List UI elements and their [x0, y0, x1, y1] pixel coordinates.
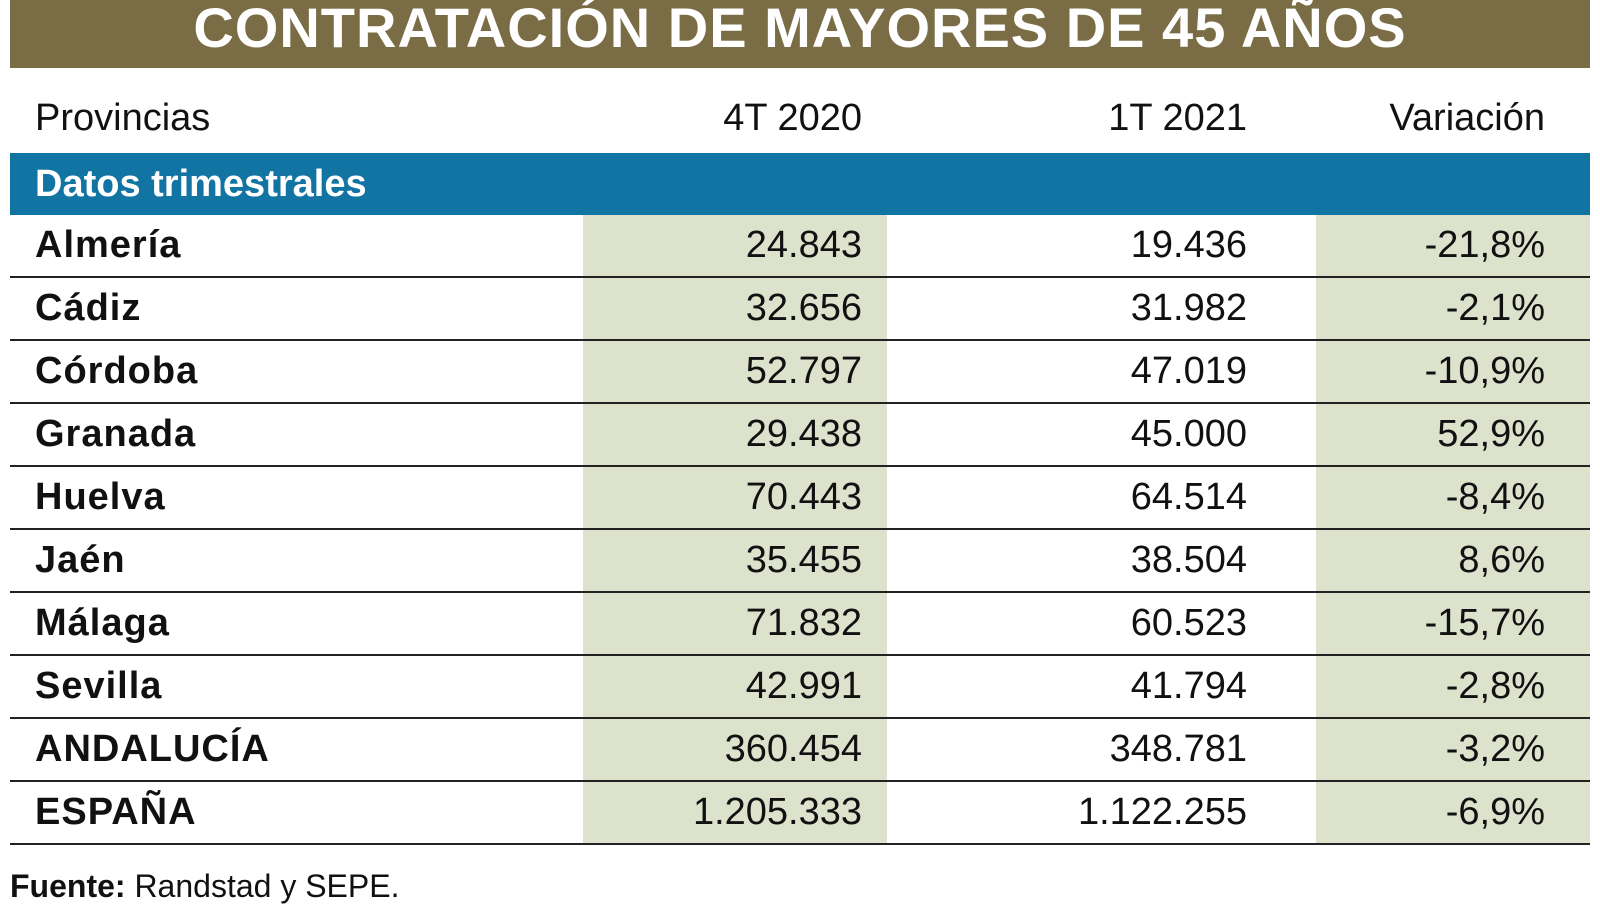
cell-value-1t-2021: 41.794	[1130, 665, 1247, 707]
cell-province: Málaga	[35, 602, 170, 644]
cell-province: Almería	[35, 224, 182, 266]
cell-value-4t-2020: 1.205.333	[692, 791, 862, 833]
cell-value-1t-2021: 1.122.255	[1077, 791, 1247, 833]
source-note: Fuente: Randstad y SEPE.	[10, 868, 399, 905]
cell-province: Córdoba	[35, 350, 199, 392]
table-row: ANDALUCÍA 360.454 348.781 -3,2%	[10, 719, 1590, 782]
source-text: Randstad y SEPE.	[125, 868, 400, 904]
cell-value-1t-2021: 47.019	[1130, 350, 1247, 392]
page-title: CONTRATACIÓN DE MAYORES DE 45 AÑOS	[10, 0, 1590, 68]
header-1t-2021: 1T 2021	[1108, 97, 1247, 139]
section-label: Datos trimestrales	[35, 163, 367, 205]
cell-value-1t-2021: 348.781	[1109, 728, 1247, 770]
cell-value-1t-2021: 31.982	[1130, 287, 1247, 329]
table-row: Jaén 35.455 38.504 8,6%	[10, 530, 1590, 593]
table-row: Cádiz 32.656 31.982 -2,1%	[10, 278, 1590, 341]
cell-value-1t-2021: 45.000	[1130, 413, 1247, 455]
cell-value-4t-2020: 70.443	[745, 476, 862, 518]
cell-variation: 52,9%	[1437, 413, 1545, 455]
cell-value-1t-2021: 64.514	[1130, 476, 1247, 518]
cell-province: ESPAÑA	[35, 791, 197, 833]
cell-province: Granada	[35, 413, 197, 455]
cell-variation: -6,9%	[1445, 791, 1545, 833]
cell-value-1t-2021: 60.523	[1130, 602, 1247, 644]
cell-province: ANDALUCÍA	[35, 728, 270, 770]
cell-value-4t-2020: 35.455	[745, 539, 862, 581]
cell-variation: -2,1%	[1445, 287, 1545, 329]
table-row: Sevilla 42.991 41.794 -2,8%	[10, 656, 1590, 719]
header-variacion: Variación	[1389, 97, 1545, 139]
table-row: Granada 29.438 45.000 52,9%	[10, 404, 1590, 467]
header-4t-2020: 4T 2020	[723, 97, 862, 139]
table-row: Córdoba 52.797 47.019 -10,9%	[10, 341, 1590, 404]
cell-value-4t-2020: 71.832	[745, 602, 862, 644]
column-shade-variacion	[1316, 215, 1590, 845]
source-label: Fuente:	[10, 868, 126, 904]
cell-variation: -8,4%	[1445, 476, 1545, 518]
cell-variation: -15,7%	[1424, 602, 1545, 644]
table-row: Huelva 70.443 64.514 -8,4%	[10, 467, 1590, 530]
cell-value-1t-2021: 19.436	[1130, 224, 1247, 266]
cell-variation: -10,9%	[1424, 350, 1545, 392]
cell-value-4t-2020: 360.454	[724, 728, 862, 770]
cell-value-1t-2021: 38.504	[1130, 539, 1247, 581]
column-shade-4t-2020	[583, 215, 887, 845]
cell-province: Cádiz	[35, 287, 142, 329]
cell-variation: 8,6%	[1458, 539, 1545, 581]
header-provincias: Provincias	[35, 97, 211, 139]
cell-value-4t-2020: 24.843	[745, 224, 862, 266]
table-row: Málaga 71.832 60.523 -15,7%	[10, 593, 1590, 656]
cell-variation: -2,8%	[1445, 665, 1545, 707]
cell-value-4t-2020: 52.797	[745, 350, 862, 392]
cell-province: Jaén	[35, 539, 126, 581]
cell-province: Sevilla	[35, 665, 163, 707]
table-row: Almería 24.843 19.436 -21,8%	[10, 215, 1590, 278]
cell-province: Huelva	[35, 476, 166, 518]
cell-variation: -21,8%	[1424, 224, 1545, 266]
cell-value-4t-2020: 42.991	[745, 665, 862, 707]
section-band: Datos trimestrales	[10, 153, 1590, 215]
cell-value-4t-2020: 32.656	[745, 287, 862, 329]
cell-variation: -3,2%	[1445, 728, 1545, 770]
cell-value-4t-2020: 29.438	[745, 413, 862, 455]
table-row: ESPAÑA 1.205.333 1.122.255 -6,9%	[10, 782, 1590, 845]
